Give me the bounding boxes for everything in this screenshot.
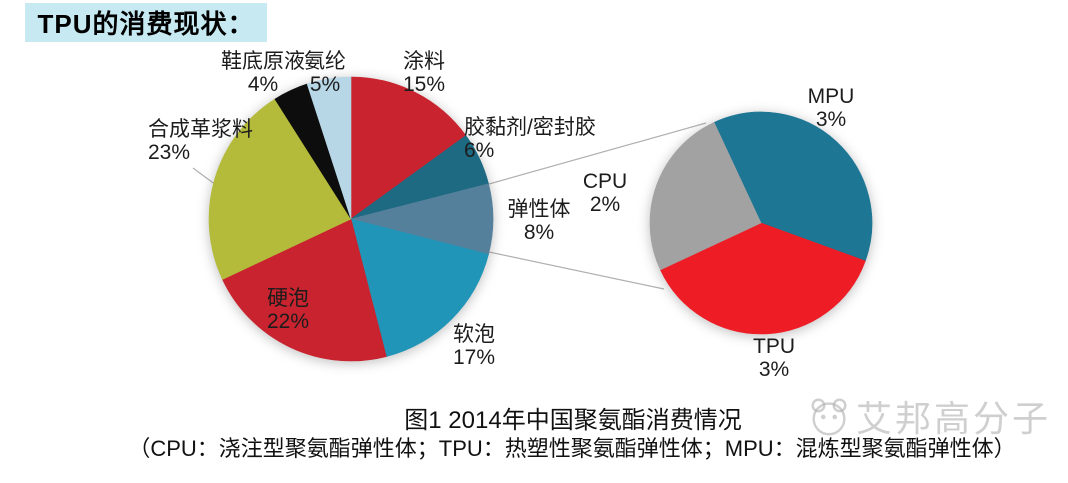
label-cpu-name: CPU xyxy=(582,170,628,193)
label-coatings-name: 涂料 xyxy=(403,50,445,73)
label-mpu-name: MPU xyxy=(807,85,855,108)
label-soft-foam-value: 17% xyxy=(452,346,496,369)
label-shoe-sole: 鞋底原液 4% xyxy=(221,50,305,96)
pie-slice-rigid-foam xyxy=(222,218,387,362)
label-synthetic-leather-name: 合成革浆料 xyxy=(148,118,253,141)
label-tpu-value: 3% xyxy=(758,358,790,381)
label-rigid-foam-name: 硬泡 xyxy=(267,287,309,310)
label-elastomer-name: 弹性体 xyxy=(507,198,571,221)
label-spandex-name: 氨纶 xyxy=(304,50,346,73)
label-synthetic-leather-value: 23% xyxy=(148,141,191,164)
label-cpu-value: 2% xyxy=(589,193,621,216)
label-adhesive-value: 6% xyxy=(464,139,495,162)
pie-slice-synthetic-leather-slurry xyxy=(208,98,352,280)
label-tpu: TPU 3% xyxy=(753,335,795,381)
label-adhesive-name: 胶黏剂/密封胶 xyxy=(464,116,596,139)
page-title: TPU的消费现状： xyxy=(25,3,267,42)
label-mpu: MPU 3% xyxy=(808,85,855,131)
label-rigid-foam-value: 22% xyxy=(266,310,310,333)
figure-caption-legend: （CPU：浇注型聚氨酯弹性体；TPU：热塑性聚氨酯弹性体；MPU：混炼型聚氨酯弹… xyxy=(128,436,1016,461)
label-spandex: 氨纶 5% xyxy=(304,50,346,96)
pie-slice-mpu xyxy=(713,111,873,262)
pie-slice-spandex xyxy=(306,76,352,220)
pie-slice-tpu xyxy=(660,222,866,335)
label-shoe-sole-value: 4% xyxy=(247,73,279,96)
connector-line-top xyxy=(488,122,707,185)
label-elastomer-value: 8% xyxy=(523,221,555,244)
label-spandex-value: 5% xyxy=(309,73,341,96)
label-adhesive: 胶黏剂/密封胶 6% xyxy=(464,116,596,162)
pie-slice-coatings xyxy=(350,76,467,220)
label-shoe-sole-name: 鞋底原液 xyxy=(221,50,305,73)
label-soft-foam: 软泡 17% xyxy=(453,323,495,369)
label-tpu-name: TPU xyxy=(753,335,795,358)
main-pie xyxy=(208,76,494,362)
label-synthetic-leather: 合成革浆料 23% xyxy=(148,118,253,164)
pie-slice-soft-foam xyxy=(350,218,489,357)
label-soft-foam-name: 软泡 xyxy=(453,323,495,346)
elastomer-breakdown-pie xyxy=(649,111,873,335)
label-coatings-value: 15% xyxy=(402,73,446,96)
label-mpu-value: 3% xyxy=(815,108,847,131)
label-elastomer: 弹性体 8% xyxy=(508,198,571,244)
figure-caption: 图1 2014年中国聚氨酯消费情况 xyxy=(404,407,742,434)
label-coatings: 涂料 15% xyxy=(403,50,445,96)
connector-line-bottom xyxy=(488,251,665,290)
label-rigid-foam: 硬泡 22% xyxy=(267,287,309,333)
pie-slice-cpu xyxy=(649,122,762,271)
label-cpu: CPU 2% xyxy=(583,170,627,216)
